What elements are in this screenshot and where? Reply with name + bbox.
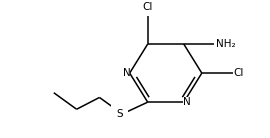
Text: N: N — [183, 97, 190, 107]
Text: S: S — [116, 109, 123, 119]
Text: Cl: Cl — [143, 2, 153, 12]
Text: N: N — [123, 68, 130, 78]
Text: NH₂: NH₂ — [216, 39, 235, 49]
Text: Cl: Cl — [234, 68, 244, 78]
